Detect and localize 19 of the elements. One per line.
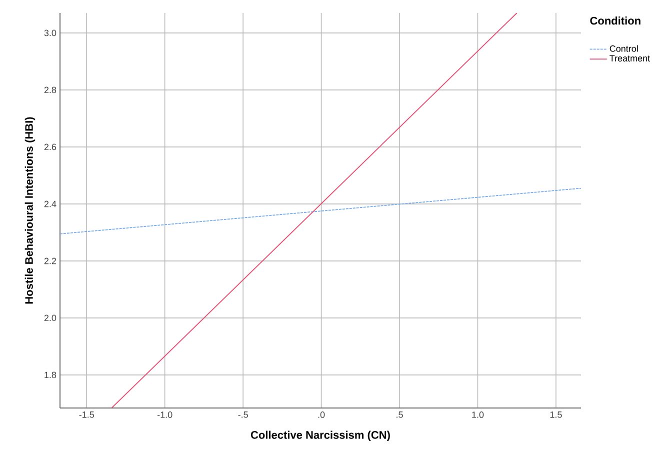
y-axis-title: Hostile Behavioural Intentions (HBI) [24,117,36,304]
x-tick-label: .0 [318,412,325,418]
legend-label: Control [610,45,638,52]
y-tick-label: 3.0 [44,30,56,36]
x-tick-label: -1.5 [79,412,94,418]
x-tick-label: -.5 [238,412,248,418]
x-tick-label: -1.0 [157,412,172,418]
x-tick-label: .5 [396,412,403,418]
y-tick-label: 2.4 [44,200,56,208]
x-tick-label: 1.5 [550,412,562,418]
y-tick-label: 2.6 [44,144,56,150]
x-tick-label: 1.0 [472,412,484,418]
x-axis-title: Collective Narcissism (CN) [250,430,390,441]
y-tick-label: 2.2 [44,258,56,264]
y-tick-label: 2.8 [44,86,56,94]
y-tick-label: 1.8 [44,372,56,378]
legend-title: Condition [590,16,640,25]
legend-label: Treatment [610,55,650,62]
y-tick-label: 2.0 [44,314,56,322]
